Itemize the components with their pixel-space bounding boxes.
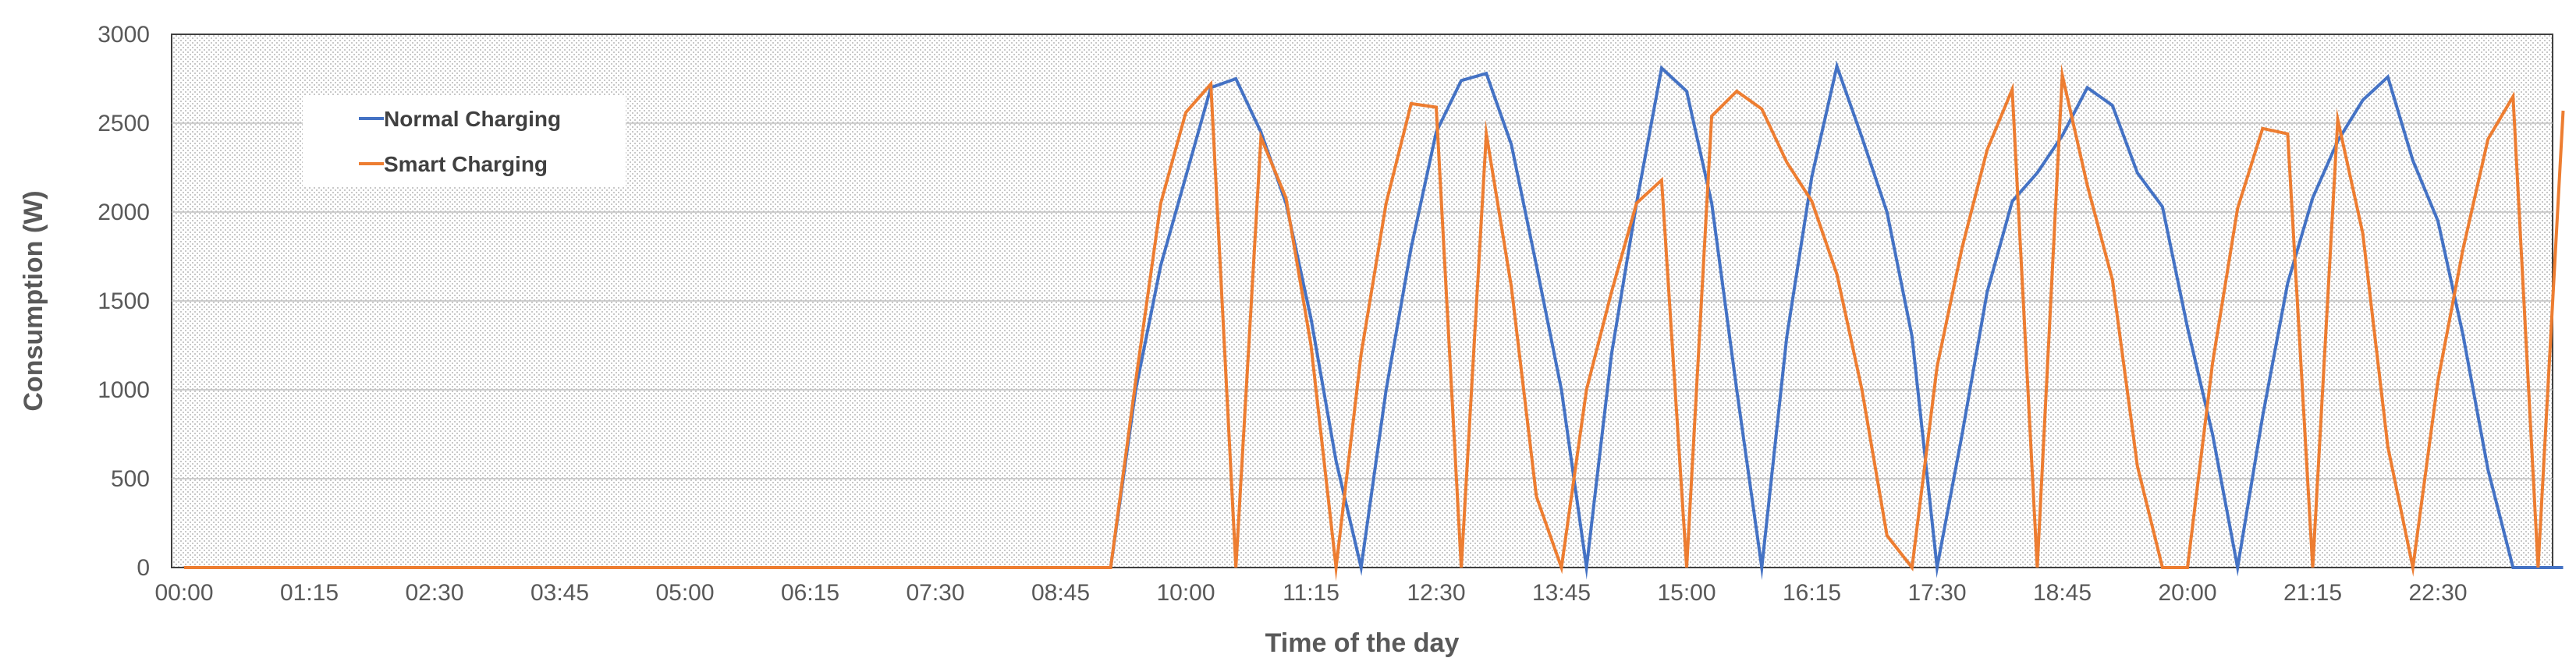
x-tick-label: 13:45 <box>1532 580 1591 606</box>
legend-label-smart-charging: Smart Charging <box>384 152 548 176</box>
x-tick-label: 02:30 <box>405 580 463 606</box>
legend-box <box>303 95 626 187</box>
legend: Normal Charging Smart Charging <box>303 95 626 187</box>
x-tick-label: 21:15 <box>2283 580 2342 606</box>
y-tick-label: 2500 <box>98 111 150 136</box>
x-tick-label: 12:30 <box>1407 580 1465 606</box>
x-tick-label: 11:15 <box>1283 580 1339 606</box>
x-tick-label: 05:00 <box>655 580 714 606</box>
x-axis-ticks: 00:00 01:15 02:30 03:45 05:00 06:15 07:30 08:45… <box>154 580 2467 606</box>
x-tick-label: 20:00 <box>2158 580 2216 606</box>
x-tick-label: 01:15 <box>280 580 339 606</box>
legend-label-normal-charging: Normal Charging <box>384 107 561 131</box>
x-tick-label: 08:45 <box>1031 580 1090 606</box>
y-axis-title: Consumption (W) <box>19 190 48 411</box>
y-tick-label: 500 <box>111 466 150 492</box>
y-tick-label: 0 <box>137 555 150 581</box>
x-tick-label: 17:30 <box>1907 580 1966 606</box>
series-lines <box>184 60 2565 582</box>
x-axis-title: Time of the day <box>1265 628 1460 658</box>
x-tick-label: 06:15 <box>781 580 839 606</box>
y-tick-label: 1500 <box>98 288 150 314</box>
y-tick-label: 1000 <box>98 377 150 403</box>
x-tick-label: 00:00 <box>154 580 213 606</box>
x-tick-label: 18:45 <box>2033 580 2092 606</box>
x-tick-label: 16:15 <box>1783 580 1841 606</box>
x-tick-label: 10:00 <box>1156 580 1215 606</box>
y-tick-label: 2000 <box>98 200 150 225</box>
y-axis-ticks: 0 500 1000 1500 2000 2500 3000 <box>98 22 150 581</box>
y-tick-label: 3000 <box>98 22 150 48</box>
x-tick-label: 03:45 <box>530 580 589 606</box>
x-tick-label: 22:30 <box>2408 580 2467 606</box>
x-tick-label: 07:30 <box>906 580 964 606</box>
series-line-smart-charging <box>184 63 2565 582</box>
x-tick-label: 15:00 <box>1657 580 1716 606</box>
